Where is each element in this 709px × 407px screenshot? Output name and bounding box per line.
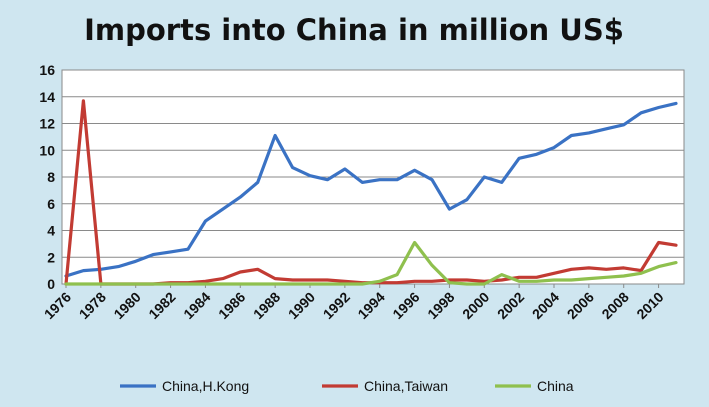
x-tick-label: 1980 [110,289,143,322]
x-tick-label: 2010 [633,289,666,322]
y-tick-label: 6 [47,196,55,212]
x-tick-label: 1992 [320,289,353,322]
y-tick-label: 2 [47,249,55,265]
x-tick-label: 1984 [180,289,213,322]
x-tick-label: 1998 [424,289,457,322]
x-tick-label: 2006 [564,289,597,322]
chart-title: Imports into China in million US$ [84,13,624,47]
x-tick-label: 1976 [41,289,74,322]
x-tick-label: 1978 [76,289,109,322]
x-tick-label: 2002 [494,289,527,322]
y-axis-ticks: 0 2 4 6 8 10 12 14 16 [39,62,55,292]
legend-label-2: China [537,378,574,394]
x-tick-label: 2004 [529,289,562,322]
x-tick-label: 2000 [459,289,492,322]
y-tick-label: 10 [39,142,55,158]
y-tick-label: 12 [39,116,55,132]
x-tick-label: 2008 [598,289,631,322]
x-tick-label: 1988 [250,289,283,322]
y-tick-label: 16 [39,62,55,78]
x-tick-label: 1996 [389,289,422,322]
x-tick-label: 1986 [215,289,248,322]
y-tick-label: 14 [39,89,55,105]
grid-lines [62,96,684,258]
x-tick-label: 1990 [285,289,318,322]
y-tick-label: 0 [47,276,55,292]
x-tick-label: 1994 [354,289,387,322]
series-lines [64,99,678,286]
x-tick-label: 1982 [145,289,178,322]
legend-label-0: China,H.Kong [162,378,249,394]
legend-label-1: China,Taiwan [364,378,448,394]
series-line-2 [64,240,678,286]
y-tick-label: 8 [47,169,55,185]
y-tick-label: 4 [47,223,55,239]
series-line-0 [64,101,678,278]
legend: China,H.Kong China,Taiwan China [120,378,574,394]
x-axis-ticks: 1976 1978 1980 1982 1984 1986 1988 1990 1992 1994… [41,284,667,322]
